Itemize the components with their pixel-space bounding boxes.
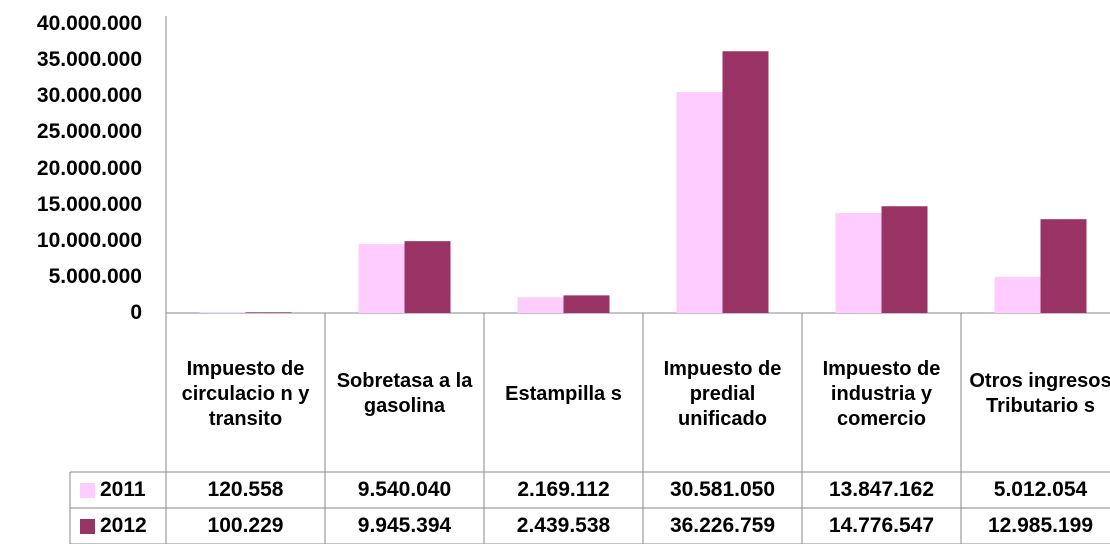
data-label: 5.012.054 [993,478,1088,501]
bar-2011-3 [676,92,723,313]
bar-2012-3 [722,51,769,314]
bar-2011-4 [835,212,882,313]
y-tick-label: 15.000.000 [36,192,142,216]
bar-2012-1 [404,241,451,313]
y-tick-label: 30.000.000 [36,84,142,108]
legend-swatch [80,518,95,534]
bar-2011-1 [358,244,405,313]
y-tick-label: 5.000.000 [48,264,142,288]
table-row: 2011 120.558 9.540.040 2.169.112 30.581.050 1… [70,472,1110,508]
category-label: Estampilla s [505,382,622,405]
data-label: 14.776.547 [828,514,935,537]
category-label: Sobretasa a la gasolina [336,370,473,417]
data-label: 36.226.759 [669,514,776,537]
y-tick-label: 20.000.000 [36,156,142,180]
bar-2012-0 [245,312,292,313]
data-label: 100.229 [207,514,284,537]
data-label: 120.558 [207,478,284,501]
legend-label: 2011 [100,478,146,501]
data-label: 13.847.162 [828,478,935,501]
legend-label: 2012 [100,514,147,537]
category-label: Impuesto de predial unificado [663,357,782,430]
bar-2012-2 [563,295,610,313]
legend-swatch [80,482,95,498]
data-label: 9.945.394 [357,514,452,537]
bar-2011-2 [517,297,564,313]
y-tick-label: 35.000.000 [36,48,142,72]
bar-2011-5 [994,276,1041,313]
legend-entry: 2012 [70,508,166,544]
y-tick-label: 0 [130,301,142,324]
data-label: 2.439.538 [516,514,611,537]
table-row: 2012 100.229 9.945.394 2.439.538 36.226.759 1… [70,508,1110,544]
category-label: Impuesto de circulacio n y transito [181,357,310,430]
y-tick-label: 25.000.000 [36,120,142,144]
legend-entry: 2011 [70,472,166,508]
data-label: 30.581.050 [669,478,776,501]
y-tick-label: 40.000.000 [36,12,142,35]
bar-2011-0 [199,312,246,313]
category-label: Impuesto de industria y comercio [822,357,941,430]
y-tick-label: 10.000.000 [36,228,142,252]
bar-2012-4 [881,206,928,313]
bar-2012-5 [1040,219,1087,313]
data-label: 12.985.199 [987,514,1094,537]
category-label: Otros ingresos Tributario s [969,370,1110,417]
data-label: 9.540.040 [357,478,452,501]
data-label: 2.169.112 [517,478,610,501]
